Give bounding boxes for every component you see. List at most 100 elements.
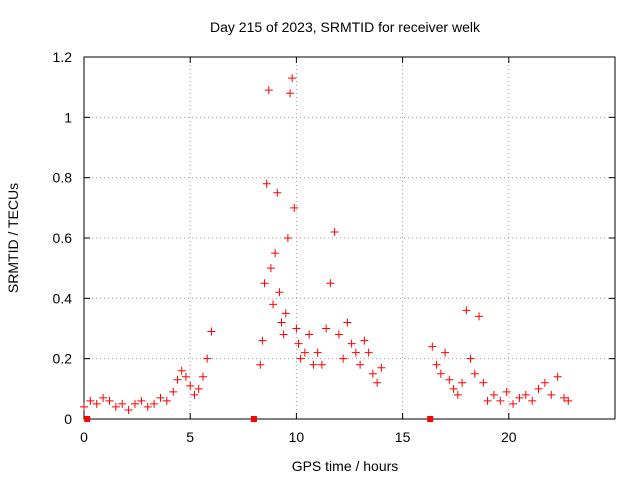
gap-marker [427,416,434,422]
data-point [266,264,275,273]
data-point [309,360,318,369]
x-axis-label: GPS time / hours [292,458,399,474]
data-point [470,369,479,378]
chart-title: Day 215 of 2023, SRMTID for receiver wel… [210,19,481,35]
data-point [360,336,369,345]
data-point [194,384,203,393]
data-point [292,324,301,333]
data-point [547,390,556,399]
data-point [156,393,165,402]
gap-marker [250,416,257,422]
data-point [124,405,133,414]
data-point [296,354,305,363]
gap-markers [84,416,434,422]
y-tick-label: 0.4 [53,290,73,306]
data-point [334,330,343,339]
data-point [462,306,471,315]
data-point [326,279,335,288]
data-point [130,399,139,408]
data-point [458,378,467,387]
data-point [273,188,282,197]
data-point [553,372,562,381]
data-point [483,396,492,405]
axis-ticks: 0 0.2 0.4 0.6 0.8 1 1.2 0 5 10 15 20 [53,49,615,445]
data-point [521,390,530,399]
data-point [294,339,303,348]
data-point [286,89,295,98]
data-point [436,369,445,378]
data-point [271,249,280,258]
data-series [80,74,573,414]
data-point [466,354,475,363]
x-tick-label: 5 [186,429,194,445]
data-point [496,396,505,405]
data-point [203,354,212,363]
y-tick-label: 1.2 [53,49,73,65]
data-point [190,390,199,399]
data-point [356,360,365,369]
data-point [269,300,278,309]
data-point [317,360,326,369]
y-axis-label: SRMTID / TECUs [5,183,21,293]
data-point [173,375,182,384]
data-point [502,387,511,396]
grid [84,57,615,419]
data-point [347,339,356,348]
data-point [260,279,269,288]
data-point [99,393,108,402]
data-point [515,393,524,402]
data-point [111,402,120,411]
data-point [339,354,348,363]
data-point [256,360,265,369]
data-point [279,330,288,339]
x-tick-label: 20 [501,429,517,445]
data-point [186,381,195,390]
data-point [162,396,171,405]
data-point [330,227,339,236]
x-tick-label: 15 [395,429,411,445]
data-point [509,399,518,408]
data-point [479,378,488,387]
data-point [198,372,207,381]
data-point [475,312,484,321]
data-point [343,318,352,327]
data-point [528,396,537,405]
data-point [364,348,373,357]
data-point [368,369,377,378]
data-point [305,330,314,339]
data-point [80,402,88,411]
data-point [262,179,271,188]
data-point [373,378,382,387]
data-point [181,372,190,381]
data-point [564,396,573,405]
data-point [428,342,437,351]
y-tick-label: 0.8 [53,170,73,186]
data-point [560,393,569,402]
data-point [351,348,360,357]
data-point [177,366,186,375]
data-point [275,288,284,297]
data-point [283,234,292,242]
x-tick-label: 0 [80,429,88,445]
y-tick-label: 1 [64,109,72,125]
data-point [489,390,498,399]
data-point [143,402,152,411]
data-point [264,86,273,95]
data-point [290,203,299,212]
data-point [322,324,331,333]
data-point [86,396,95,405]
data-point [258,336,267,345]
data-point [92,399,101,408]
y-tick-label: 0 [64,411,72,427]
data-point [277,318,286,327]
y-tick-label: 0.6 [53,230,73,246]
data-point [288,74,297,83]
data-point [118,399,127,408]
data-point [150,399,159,408]
data-point [445,375,454,384]
data-point [313,348,322,357]
x-tick-label: 10 [289,429,305,445]
data-point [300,348,309,357]
